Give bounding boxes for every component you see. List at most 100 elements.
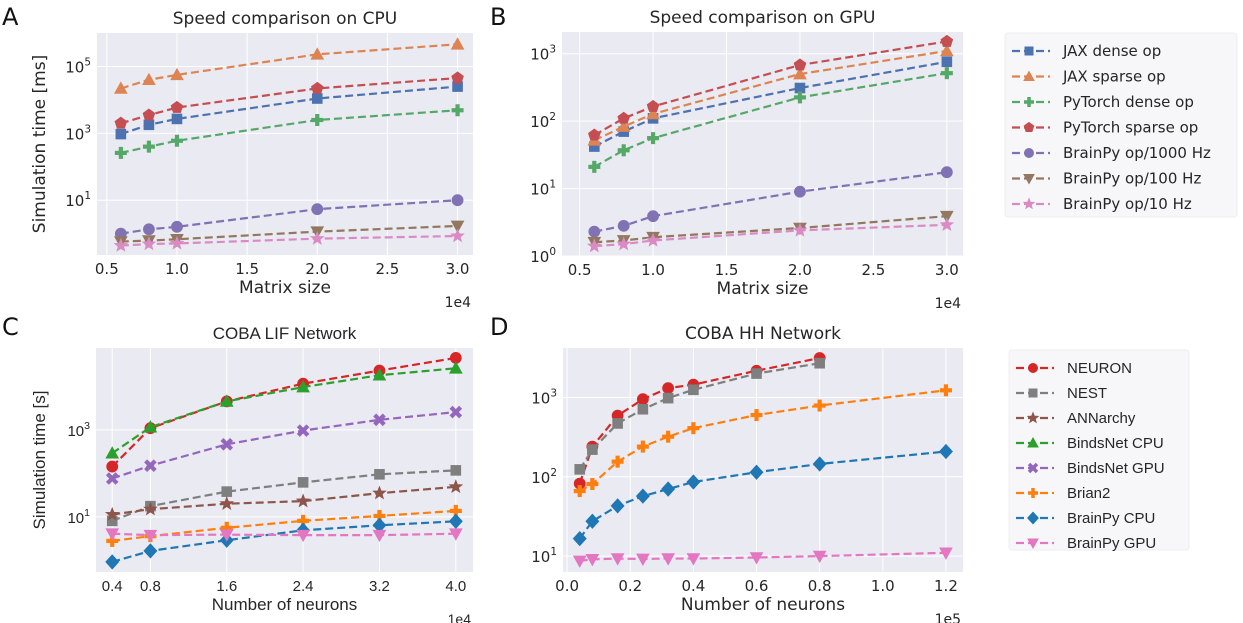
data-point bbox=[636, 440, 649, 453]
x-tick-label: 2.0 bbox=[788, 261, 812, 279]
series-line bbox=[111, 356, 457, 468]
y-tick-label: 103 bbox=[531, 387, 557, 407]
data-point bbox=[686, 553, 701, 566]
square-shape bbox=[374, 469, 385, 480]
legend-label: NEURON bbox=[1067, 360, 1132, 377]
square-shape bbox=[574, 464, 586, 475]
x-tick-label: 1.5 bbox=[235, 260, 259, 278]
panel-letter: A bbox=[2, 3, 19, 31]
data-point bbox=[144, 459, 157, 472]
x-offset-text: 1e4 bbox=[935, 296, 962, 312]
diamond-shape bbox=[635, 488, 650, 504]
circle-shape bbox=[171, 220, 183, 233]
square-shape bbox=[751, 368, 762, 379]
star-shape bbox=[616, 236, 632, 251]
legend-item: BrainPy op/10 Hz bbox=[1012, 195, 1192, 213]
data-point bbox=[586, 478, 599, 491]
legend-label: BindsNet CPU bbox=[1067, 435, 1164, 452]
x-tick-label: 0.6 bbox=[745, 577, 769, 595]
legend-label: BrainPy GPU bbox=[1067, 535, 1156, 552]
square-shape bbox=[1024, 46, 1034, 56]
series-pytorch-sparse-op bbox=[588, 34, 954, 141]
legend-item: Brian2 bbox=[1016, 485, 1110, 502]
triangle-up-shape bbox=[450, 37, 465, 50]
circle-shape bbox=[940, 166, 953, 179]
series-brian2 bbox=[573, 384, 952, 498]
legend-item: ANNarchy bbox=[1016, 410, 1136, 427]
data-point bbox=[451, 71, 464, 84]
x-tick-label: 3.2 bbox=[369, 578, 390, 595]
data-point bbox=[794, 185, 806, 198]
legend-label: NEST bbox=[1067, 385, 1107, 402]
y-tick-label: 101 bbox=[530, 179, 556, 199]
data-point bbox=[647, 210, 659, 223]
square-shape bbox=[662, 392, 674, 404]
legend-item: BrainPy op/1000 Hz bbox=[1012, 144, 1211, 162]
panel-letter: C bbox=[2, 313, 19, 341]
x-tick-label: 1.0 bbox=[641, 261, 665, 279]
triangle-down-shape bbox=[143, 529, 158, 543]
marker-x bbox=[1027, 462, 1039, 474]
data-point bbox=[749, 552, 764, 565]
x-b bbox=[144, 459, 157, 472]
x-offset-text: 1e5 bbox=[935, 612, 961, 623]
data-point bbox=[588, 225, 601, 238]
triangle-up-shape bbox=[1023, 70, 1035, 81]
marker-triangle-up bbox=[1027, 436, 1039, 448]
marker-star bbox=[1026, 411, 1040, 424]
legend-box bbox=[1004, 32, 1238, 218]
data-point bbox=[311, 114, 324, 127]
data-point bbox=[939, 210, 954, 224]
star-shape bbox=[1022, 197, 1036, 210]
marker-plus bbox=[1028, 488, 1038, 498]
data-point bbox=[311, 203, 324, 216]
x-tick-label: 1.0 bbox=[871, 577, 895, 595]
pentagon-shape bbox=[142, 108, 156, 121]
diamond-shape bbox=[610, 498, 625, 514]
square-shape bbox=[115, 128, 127, 140]
legend-label: BrainPy CPU bbox=[1067, 510, 1155, 527]
data-point bbox=[574, 464, 586, 475]
circle-shape bbox=[617, 219, 630, 232]
data-point bbox=[372, 368, 387, 381]
legend-item: PyTorch dense op bbox=[1012, 93, 1194, 111]
x-tick-label: 1.2 bbox=[934, 577, 958, 595]
marker-plus bbox=[1024, 97, 1034, 107]
triangle-down-shape bbox=[1027, 538, 1039, 550]
data-point bbox=[611, 455, 624, 468]
data-point bbox=[750, 409, 763, 422]
data-point bbox=[647, 132, 660, 145]
square-shape bbox=[587, 444, 598, 455]
y-tick-label: 102 bbox=[531, 467, 557, 487]
data-point bbox=[751, 368, 762, 379]
data-point bbox=[170, 67, 184, 81]
data-point bbox=[143, 501, 158, 516]
x-tick-label: 2.5 bbox=[861, 261, 885, 279]
diamond-shape bbox=[448, 513, 463, 529]
marker-circle bbox=[1028, 363, 1038, 373]
circle-shape bbox=[451, 194, 464, 207]
square-shape bbox=[1028, 388, 1038, 398]
diamond-shape bbox=[686, 474, 701, 490]
data-point bbox=[372, 485, 387, 500]
legend-item: NEST bbox=[1016, 385, 1107, 402]
series-annarchy bbox=[104, 479, 464, 521]
x-tick-label: 3.0 bbox=[935, 261, 959, 279]
data-point bbox=[219, 496, 235, 510]
triangle-up-shape bbox=[143, 420, 158, 433]
marker-square bbox=[1024, 46, 1034, 56]
data-point bbox=[686, 474, 701, 490]
data-point bbox=[114, 116, 128, 129]
x-tick-label: 2.0 bbox=[305, 260, 329, 278]
star-shape bbox=[141, 236, 157, 251]
data-point bbox=[662, 430, 675, 443]
triangle-down-shape bbox=[572, 555, 587, 568]
legend-label: BrainPy op/10 Hz bbox=[1063, 195, 1192, 213]
pentagon-shape bbox=[646, 99, 660, 112]
data-point bbox=[636, 393, 649, 406]
diamond-shape bbox=[585, 513, 600, 529]
data-point bbox=[939, 547, 953, 560]
data-point bbox=[585, 513, 600, 529]
square-shape bbox=[311, 93, 323, 104]
data-point bbox=[940, 67, 953, 80]
